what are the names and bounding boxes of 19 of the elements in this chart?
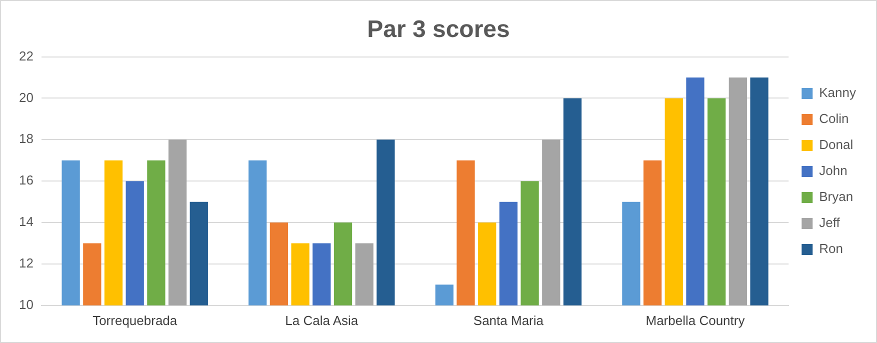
legend-label: Ron xyxy=(819,241,843,256)
y-tick-label: 22 xyxy=(18,48,34,64)
y-tick-label: 14 xyxy=(18,214,34,230)
chart-title: Par 3 scores xyxy=(367,16,510,44)
y-tick-label: 18 xyxy=(18,131,34,146)
x-tick-label: Santa Maria xyxy=(473,312,544,328)
x-tick-label: Torrequebrada xyxy=(92,312,178,328)
y-tick-label: 10 xyxy=(18,296,34,312)
x-tick-label: Marbella Country xyxy=(646,312,746,328)
legend-label: Donal xyxy=(819,137,854,152)
y-tick-label: 20 xyxy=(18,90,34,105)
legend-label: Bryan xyxy=(819,189,854,204)
legend-label: Kanny xyxy=(819,85,856,100)
y-tick-label: 16 xyxy=(18,172,34,188)
y-tick-label: 12 xyxy=(18,256,34,271)
legend-label: Colin xyxy=(819,111,849,126)
legend-label: John xyxy=(819,163,848,178)
x-tick-label: La Cala Asia xyxy=(285,312,359,328)
legend-label: Jeff xyxy=(819,215,840,230)
